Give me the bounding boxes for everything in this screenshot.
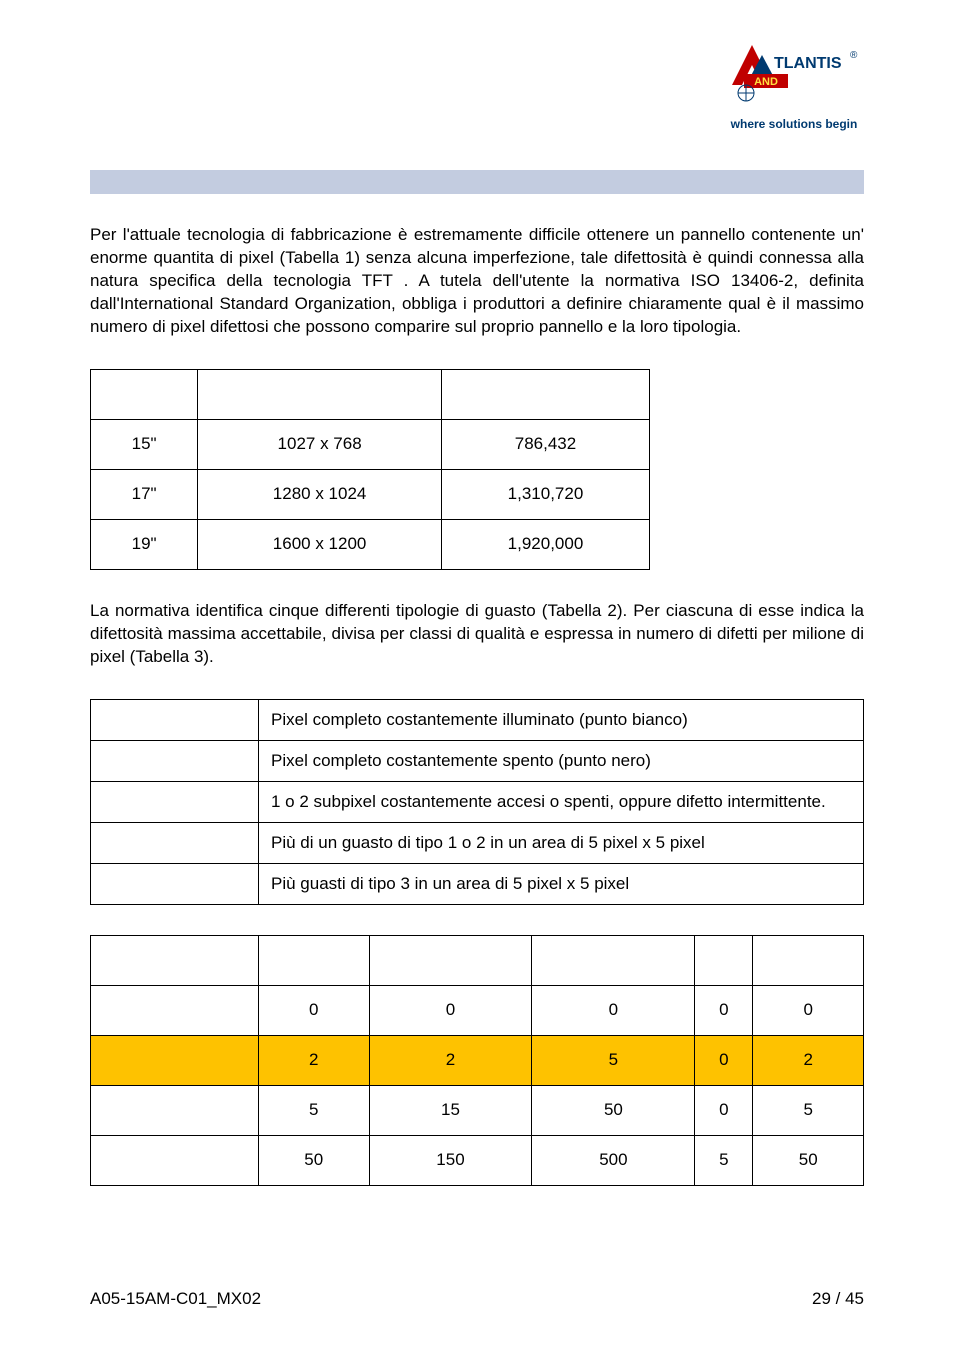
cell-val: 0 — [532, 985, 695, 1035]
defect-types-table: Pixel completo costantemente illuminato … — [90, 699, 864, 905]
table-row: 0 0 0 0 0 — [91, 985, 864, 1035]
cell-desc: Pixel completo costantemente illuminato … — [259, 699, 864, 740]
cell-val: 50 — [753, 1135, 864, 1185]
cell-val: 0 — [695, 985, 753, 1035]
table-header-cell — [91, 369, 198, 419]
cell-label — [91, 1135, 259, 1185]
table-header-row — [91, 369, 650, 419]
table-header-row — [91, 935, 864, 985]
cell-val: 2 — [369, 1035, 532, 1085]
footer-doc-id: A05-15AM-C01_MX02 — [90, 1289, 261, 1309]
cell-label — [91, 740, 259, 781]
brand-text: TLANTIS — [774, 55, 842, 72]
pixel-count-table: 15" 1027 x 768 786,432 17" 1280 x 1024 1… — [90, 369, 650, 570]
cell-val: 500 — [532, 1135, 695, 1185]
table-row-highlight: 2 2 5 0 2 — [91, 1035, 864, 1085]
table-header-cell — [369, 935, 532, 985]
table-row: Più di un guasto di tipo 1 o 2 in un are… — [91, 822, 864, 863]
table-row: 5 15 50 0 5 — [91, 1085, 864, 1135]
cell-label — [91, 1085, 259, 1135]
cell-val: 50 — [259, 1135, 370, 1185]
table-row: 50 150 500 5 50 — [91, 1135, 864, 1185]
atlantis-logo-icon: TLANTIS ® AND — [724, 40, 864, 110]
cell-val: 0 — [695, 1035, 753, 1085]
cell-val: 0 — [695, 1085, 753, 1135]
cell-val: 0 — [259, 985, 370, 1035]
cell-px: 1,920,000 — [441, 519, 649, 569]
defect-class-table: 0 0 0 0 0 2 2 5 0 2 5 15 50 0 5 50 150 5… — [90, 935, 864, 1186]
table-header-cell — [695, 935, 753, 985]
paragraph-2: La normativa identifica cinque different… — [90, 600, 864, 669]
cell-desc: 1 o 2 subpixel costantemente accesi o sp… — [259, 781, 864, 822]
cell-res: 1027 x 768 — [198, 419, 442, 469]
cell-val: 15 — [369, 1085, 532, 1135]
brand-tagline: where solutions begin — [724, 117, 864, 131]
footer-page-number: 29 / 45 — [812, 1289, 864, 1309]
cell-label — [91, 781, 259, 822]
cell-val: 50 — [532, 1085, 695, 1135]
cell-label — [91, 985, 259, 1035]
table-row: 15" 1027 x 768 786,432 — [91, 419, 650, 469]
page-footer: A05-15AM-C01_MX02 29 / 45 — [90, 1289, 864, 1309]
table-header-cell — [259, 935, 370, 985]
cell-size: 19" — [91, 519, 198, 569]
table-row: 1 o 2 subpixel costantemente accesi o sp… — [91, 781, 864, 822]
cell-px: 1,310,720 — [441, 469, 649, 519]
cell-val: 2 — [753, 1035, 864, 1085]
table-row: Più guasti di tipo 3 in un area di 5 pix… — [91, 863, 864, 904]
table-row: 19" 1600 x 1200 1,920,000 — [91, 519, 650, 569]
svg-text:AND: AND — [754, 76, 778, 88]
cell-desc: Più guasti di tipo 3 in un area di 5 pix… — [259, 863, 864, 904]
table-header-cell — [91, 935, 259, 985]
cell-label — [91, 1035, 259, 1085]
cell-val: 0 — [369, 985, 532, 1035]
cell-px: 786,432 — [441, 419, 649, 469]
table-header-cell — [441, 369, 649, 419]
cell-val: 5 — [753, 1085, 864, 1135]
paragraph-1: Per l'attuale tecnologia di fabbricazion… — [90, 224, 864, 339]
table-header-cell — [532, 935, 695, 985]
table-row: Pixel completo costantemente spento (pun… — [91, 740, 864, 781]
cell-val: 5 — [532, 1035, 695, 1085]
cell-size: 17" — [91, 469, 198, 519]
cell-size: 15" — [91, 419, 198, 469]
table-row: 17" 1280 x 1024 1,310,720 — [91, 469, 650, 519]
cell-val: 2 — [259, 1035, 370, 1085]
table-row: Pixel completo costantemente illuminato … — [91, 699, 864, 740]
header-color-bar — [90, 170, 864, 194]
cell-label — [91, 699, 259, 740]
cell-val: 5 — [259, 1085, 370, 1135]
cell-res: 1600 x 1200 — [198, 519, 442, 569]
cell-label — [91, 822, 259, 863]
cell-label — [91, 863, 259, 904]
cell-desc: Pixel completo costantemente spento (pun… — [259, 740, 864, 781]
brand-logo: TLANTIS ® AND where solutions begin — [724, 40, 864, 131]
cell-val: 150 — [369, 1135, 532, 1185]
cell-val: 0 — [753, 985, 864, 1035]
cell-val: 5 — [695, 1135, 753, 1185]
table-header-cell — [198, 369, 442, 419]
cell-res: 1280 x 1024 — [198, 469, 442, 519]
table-header-cell — [753, 935, 864, 985]
svg-text:®: ® — [850, 50, 858, 61]
cell-desc: Più di un guasto di tipo 1 o 2 in un are… — [259, 822, 864, 863]
